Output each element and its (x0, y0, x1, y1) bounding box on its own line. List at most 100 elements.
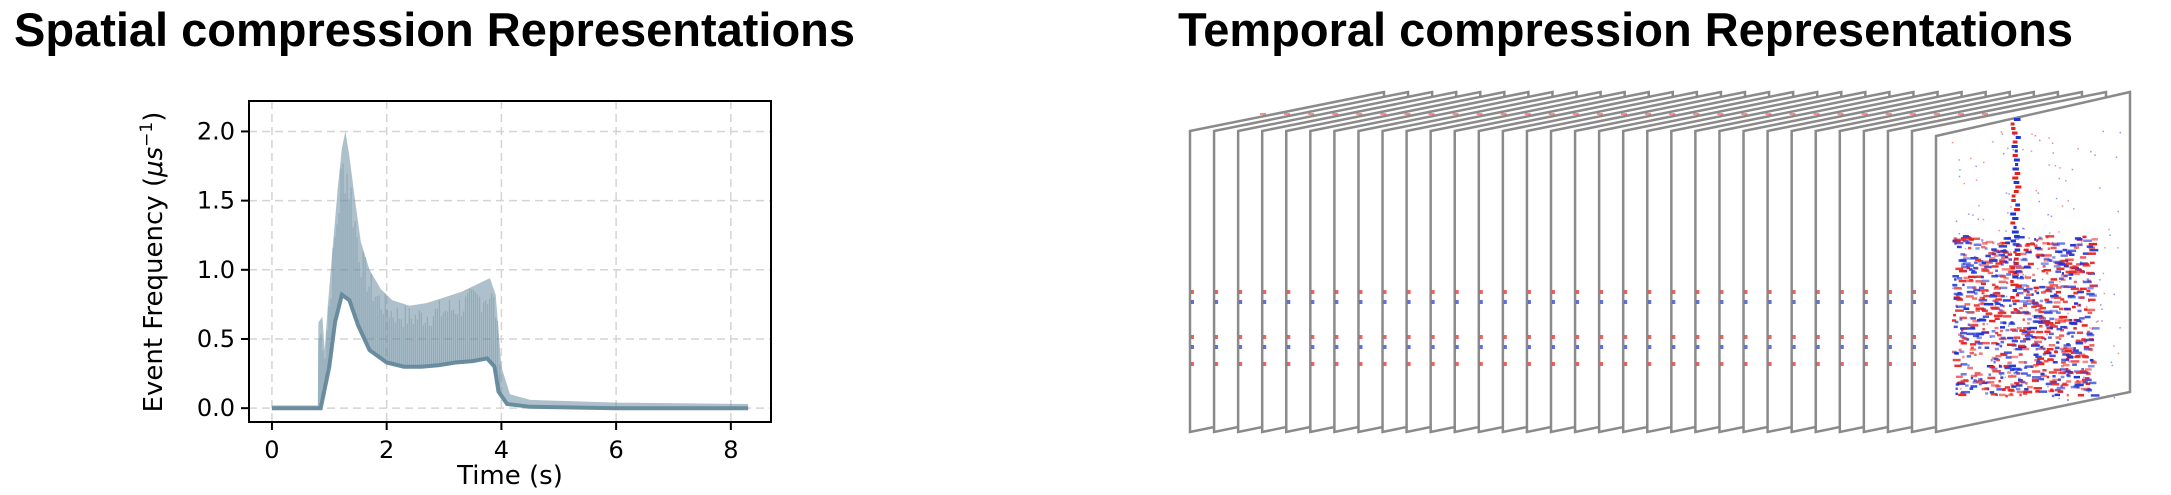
front-event-pixel (2019, 252, 2027, 256)
front-event-pixel (2008, 193, 2010, 195)
front-event-pixel (2011, 273, 2019, 276)
front-event-pixel (2037, 359, 2040, 362)
front-event-pixel (2000, 321, 2006, 324)
front-event-pixel (1985, 240, 1993, 244)
front-event-pixel (2056, 327, 2062, 331)
front-event-pixel (1962, 262, 1971, 265)
x-tick-label: 8 (723, 436, 738, 464)
front-event-pixel (2031, 293, 2034, 296)
front-event-pixel (2050, 323, 2056, 327)
front-event-pixel (2037, 357, 2045, 360)
front-event-pixel (2013, 271, 2018, 274)
front-event-pixel (2051, 383, 2060, 386)
front-event-pixel (1990, 384, 1999, 387)
front-event-pixel (1967, 366, 1973, 370)
front-event-pixel (1956, 295, 1959, 298)
front-event-pixel (1995, 274, 1998, 277)
front-event-pixel (2076, 379, 2079, 383)
front-event-pixel (2032, 370, 2041, 373)
frame-edge-event (1503, 362, 1507, 366)
front-event-pixel (1995, 298, 2002, 301)
front-event-pixel (2024, 388, 2029, 391)
front-event-pixel (1953, 351, 1959, 355)
front-event-pixel (1966, 286, 1976, 289)
front-event-pixel (2035, 189, 2037, 192)
frame-edge-event (1576, 335, 1580, 339)
front-event-pixel (1987, 271, 1994, 275)
front-event-pixel (1999, 310, 2005, 313)
front-event-pixel (2015, 347, 2023, 351)
front-event-pixel (2023, 290, 2029, 293)
front-event-pixel (2097, 320, 2099, 322)
front-event-pixel (1965, 241, 1972, 245)
front-event-pixel (1974, 353, 1977, 356)
front-event-pixel (1954, 278, 1957, 281)
front-event-pixel (2053, 293, 2058, 296)
front-event-pixel (2051, 394, 2055, 398)
front-frame (1934, 90, 2132, 434)
front-event-pixel (2036, 330, 2044, 334)
front-event-pixel (1961, 336, 1967, 340)
front-event-pixel (2003, 260, 2008, 263)
front-event-pixel (2015, 136, 2021, 139)
front-event-pixel (1966, 290, 1975, 294)
front-event-pixel (1967, 213, 1970, 215)
front-event-pixel (1962, 235, 1969, 238)
front-event-pixel (1959, 335, 1965, 338)
frame-edge-event (1552, 335, 1555, 339)
front-event-pixel (2063, 319, 2072, 322)
front-event-pixel (1984, 247, 1988, 250)
front-event-pixel (2013, 257, 2019, 261)
frame-edge-event (1576, 300, 1580, 304)
front-event-pixel (2065, 368, 2069, 371)
front-event-pixel (1984, 302, 1993, 306)
front-event-pixel (2033, 336, 2036, 339)
front-event-pixel (1999, 393, 2006, 397)
front-event-pixel (2002, 299, 2011, 302)
front-event-pixel (2014, 208, 2020, 211)
front-event-pixel (2048, 371, 2058, 374)
front-event-pixel (1999, 275, 2007, 278)
front-event-pixel (2022, 227, 2024, 230)
front-event-pixel (1955, 239, 1961, 243)
front-event-pixel (2010, 206, 2012, 208)
front-event-pixel (2001, 268, 2011, 271)
frame-edge-event (1864, 362, 1868, 366)
front-event-pixel (2005, 328, 2010, 332)
front-event-pixel (2090, 394, 2100, 397)
front-event-pixel (2012, 275, 2019, 279)
front-event-pixel (1969, 351, 1974, 355)
frame-edge-event (1792, 345, 1796, 349)
y-tick-label: 0.0 (197, 394, 235, 422)
front-event-pixel (1999, 304, 2003, 307)
front-event-pixel (1959, 350, 1965, 354)
front-event-pixel (2015, 370, 2018, 373)
front-event-pixel (1986, 295, 1988, 297)
front-event-pixel (2074, 351, 2083, 355)
front-event-pixel (2052, 152, 2054, 154)
front-event-pixel (2017, 368, 2023, 371)
front-event-pixel (1958, 393, 1967, 397)
front-event-pixel (2031, 378, 2038, 382)
front-event-pixel (1980, 302, 1986, 306)
front-event-pixel (2020, 372, 2028, 375)
front-event-pixel (2085, 368, 2092, 371)
front-event-pixel (2073, 243, 2083, 247)
front-event-pixel (2036, 291, 2040, 295)
frame-edge-event (1648, 335, 1652, 339)
front-event-pixel (2059, 167, 2061, 169)
frame-edge-event (1696, 345, 1700, 349)
front-event-pixel (2002, 153, 2005, 155)
front-event-pixel (2027, 262, 2034, 266)
front-event-pixel (2073, 347, 2076, 350)
front-event-pixel (2030, 150, 2033, 153)
front-event-pixel (2020, 340, 2026, 343)
front-event-pixel (2089, 284, 2098, 287)
front-event-pixel (1965, 384, 1969, 387)
front-event-pixel (2014, 172, 2021, 175)
front-event-pixel (2059, 371, 2066, 374)
front-event-pixel (2036, 267, 2039, 270)
front-event-pixel (2005, 241, 2010, 244)
front-event-pixel (2060, 254, 2068, 257)
front-event-pixel (2018, 236, 2025, 239)
